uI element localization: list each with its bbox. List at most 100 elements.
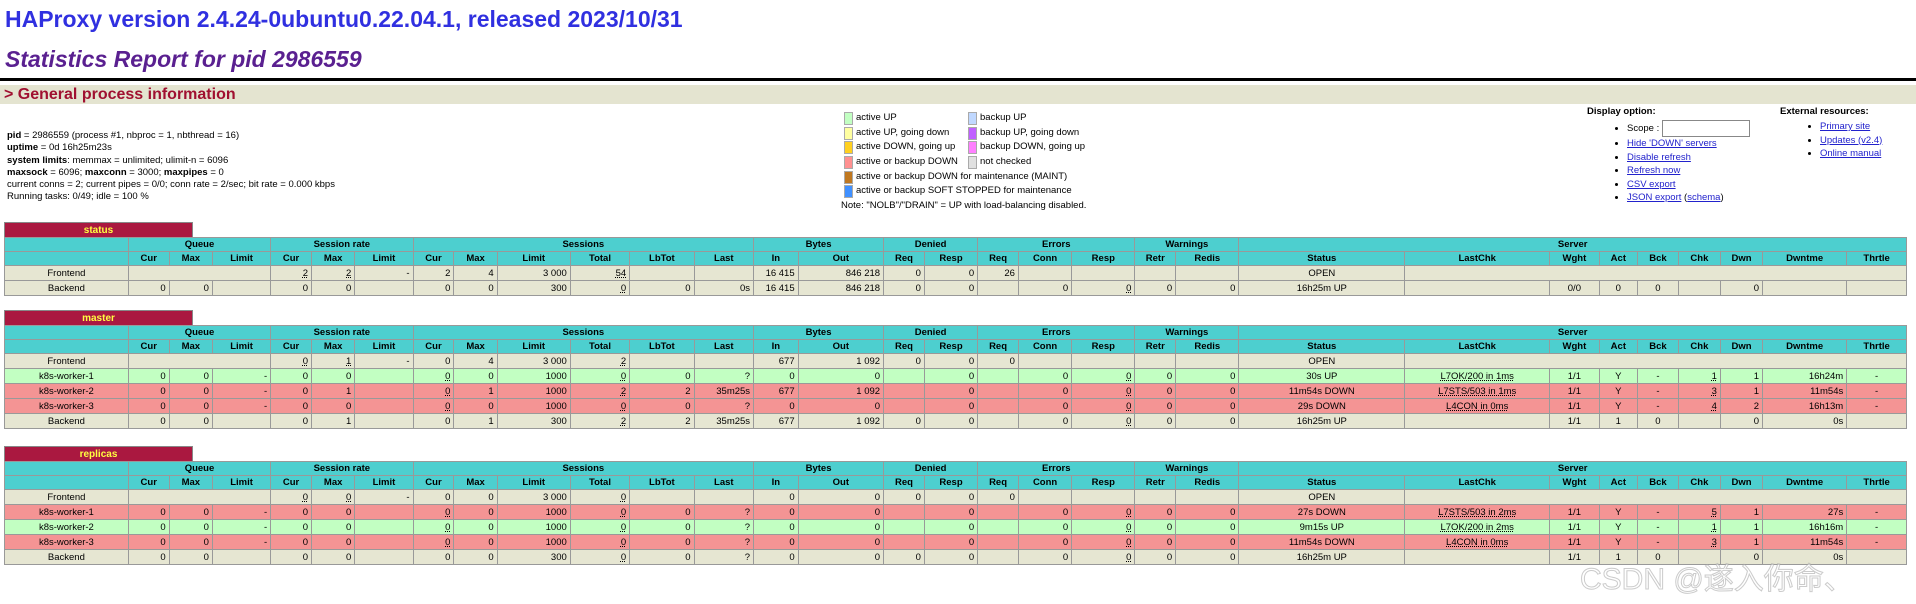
tooltip-value[interactable]: 0 (620, 551, 627, 563)
tooltip-value[interactable]: 0 (1126, 551, 1132, 563)
tooltip-value[interactable]: 2 (346, 267, 352, 279)
cell[interactable]: 2 (310, 265, 356, 281)
online-manual-link[interactable]: Online manual (1820, 148, 1882, 159)
tooltip-value[interactable]: 0 (1126, 385, 1132, 397)
tooltip-value[interactable]: 0 (620, 521, 627, 533)
cell[interactable]: 1 (1677, 368, 1721, 384)
row-name[interactable]: k8s-worker-2 (4, 383, 129, 399)
tooltip-value[interactable]: 0 (445, 521, 451, 533)
tooltip-value[interactable]: 0 (1126, 506, 1132, 518)
cell-lastchk[interactable] (1404, 413, 1551, 429)
cell[interactable]: 3 (1677, 383, 1721, 399)
cell-lastchk[interactable]: L7OK/200 in 2ms (1404, 519, 1551, 535)
cell[interactable]: 0 (412, 368, 455, 384)
cell[interactable]: 0 (412, 504, 455, 520)
updates-link[interactable]: Updates (v2.4) (1820, 134, 1883, 146)
cell[interactable]: 0 (1071, 534, 1136, 550)
tooltip-value[interactable]: 0 (445, 370, 451, 382)
tooltip-value[interactable]: 0 (620, 536, 627, 548)
cell-lastchk[interactable]: L7STS/503 in 2ms (1404, 504, 1551, 520)
tooltip-value[interactable]: 0 (1126, 536, 1132, 548)
tooltip-value[interactable]: 0 (302, 355, 308, 367)
cell[interactable]: 54 (569, 265, 631, 281)
cell[interactable]: 0 (569, 549, 631, 565)
tooltip-value[interactable]: 0 (445, 536, 451, 548)
json-export-link[interactable]: JSON export (1627, 192, 1682, 203)
cell[interactable]: 5 (1677, 504, 1721, 520)
disable-refresh-link[interactable]: Disable refresh (1627, 151, 1691, 163)
tooltip-value[interactable]: 0 (346, 491, 352, 503)
cell[interactable]: 0 (412, 519, 455, 535)
cell[interactable]: 0 (412, 398, 455, 414)
tooltip-value[interactable]: 3 (1711, 536, 1717, 548)
primary-site-link[interactable]: Primary site (1820, 121, 1871, 132)
tooltip-value[interactable]: 2 (620, 355, 627, 367)
proxy-name[interactable]: replicas (4, 446, 193, 461)
tooltip-value[interactable]: 1 (1711, 370, 1717, 382)
tooltip-value[interactable]: L7STS/503 in 2ms (1438, 506, 1517, 518)
tooltip-value[interactable]: 1 (1711, 521, 1717, 533)
tooltip-value[interactable]: 2 (620, 415, 627, 427)
tooltip-value[interactable]: 54 (615, 267, 627, 279)
cell[interactable]: 0 (569, 280, 631, 296)
tooltip-value[interactable]: 4 (1711, 400, 1717, 412)
row-name[interactable]: k8s-worker-1 (4, 504, 129, 520)
cell[interactable]: 4 (1677, 398, 1721, 414)
row-name[interactable]: Frontend (4, 265, 129, 281)
cell-lastchk[interactable]: L4CON in 0ms (1404, 534, 1551, 550)
tooltip-value[interactable]: 0 (620, 282, 627, 294)
cell-lastchk[interactable] (1404, 549, 1551, 565)
cell-lastchk[interactable]: L7OK/200 in 1ms (1404, 368, 1551, 384)
tooltip-value[interactable]: L7OK/200 in 2ms (1440, 521, 1514, 533)
proxy-name[interactable]: status (4, 222, 193, 237)
cell[interactable]: 2 (569, 383, 631, 399)
cell[interactable]: 0 (270, 489, 312, 505)
tooltip-value[interactable]: 0 (302, 491, 308, 503)
row-name[interactable]: Backend (4, 549, 129, 565)
scope-input[interactable] (1661, 120, 1750, 137)
tooltip-value[interactable]: 0 (1126, 282, 1132, 294)
tooltip-value[interactable]: 2 (302, 267, 308, 279)
tooltip-value[interactable]: 3 (1711, 385, 1717, 397)
tooltip-value[interactable]: L7STS/503 in 1ms (1438, 385, 1517, 397)
cell[interactable]: 3 (1677, 534, 1721, 550)
cell[interactable]: 0 (310, 489, 356, 505)
cell[interactable]: 2 (270, 265, 312, 281)
cell[interactable]: 0 (1071, 413, 1136, 429)
cell[interactable]: 0 (569, 504, 631, 520)
cell[interactable]: 0 (569, 398, 631, 414)
cell-lastchk[interactable]: L4CON in 0ms (1404, 398, 1551, 414)
cell[interactable]: 0 (1071, 519, 1136, 535)
cell[interactable]: 0 (569, 489, 631, 505)
cell[interactable]: 0 (569, 534, 631, 550)
tooltip-value[interactable]: 0 (1126, 400, 1132, 412)
schema-link[interactable]: schema (1687, 192, 1721, 203)
cell[interactable]: 0 (1071, 280, 1136, 296)
tooltip-value[interactable]: 0 (620, 506, 627, 518)
cell[interactable]: 1 (1677, 519, 1721, 535)
row-name[interactable]: Frontend (4, 489, 129, 505)
tooltip-value[interactable]: 0 (445, 385, 451, 397)
cell[interactable]: 2 (569, 353, 631, 369)
tooltip-value[interactable]: 0 (620, 400, 627, 412)
cell[interactable]: 0 (1071, 504, 1136, 520)
tooltip-value[interactable]: L4CON in 0ms (1446, 400, 1509, 412)
refresh-now-link[interactable]: Refresh now (1627, 165, 1681, 176)
cell[interactable]: 2 (569, 413, 631, 429)
cell-lastchk[interactable] (1404, 280, 1551, 296)
row-name[interactable]: k8s-worker-3 (4, 534, 129, 550)
tooltip-value[interactable]: 2 (620, 385, 627, 397)
tooltip-value[interactable]: 0 (445, 400, 451, 412)
cell[interactable]: 1 (310, 353, 356, 369)
cell[interactable]: 0 (1071, 383, 1136, 399)
row-name[interactable]: Backend (4, 280, 129, 296)
tooltip-value[interactable]: 0 (620, 491, 627, 503)
cell[interactable]: 0 (1071, 368, 1136, 384)
cell[interactable]: 0 (1071, 549, 1136, 565)
tooltip-value[interactable]: 0 (445, 506, 451, 518)
proxy-name[interactable]: master (4, 310, 193, 325)
cell[interactable]: 0 (569, 368, 631, 384)
row-name[interactable]: k8s-worker-3 (4, 398, 129, 414)
tooltip-value[interactable]: 0 (1126, 370, 1132, 382)
tooltip-value[interactable]: L4CON in 0ms (1446, 536, 1509, 548)
